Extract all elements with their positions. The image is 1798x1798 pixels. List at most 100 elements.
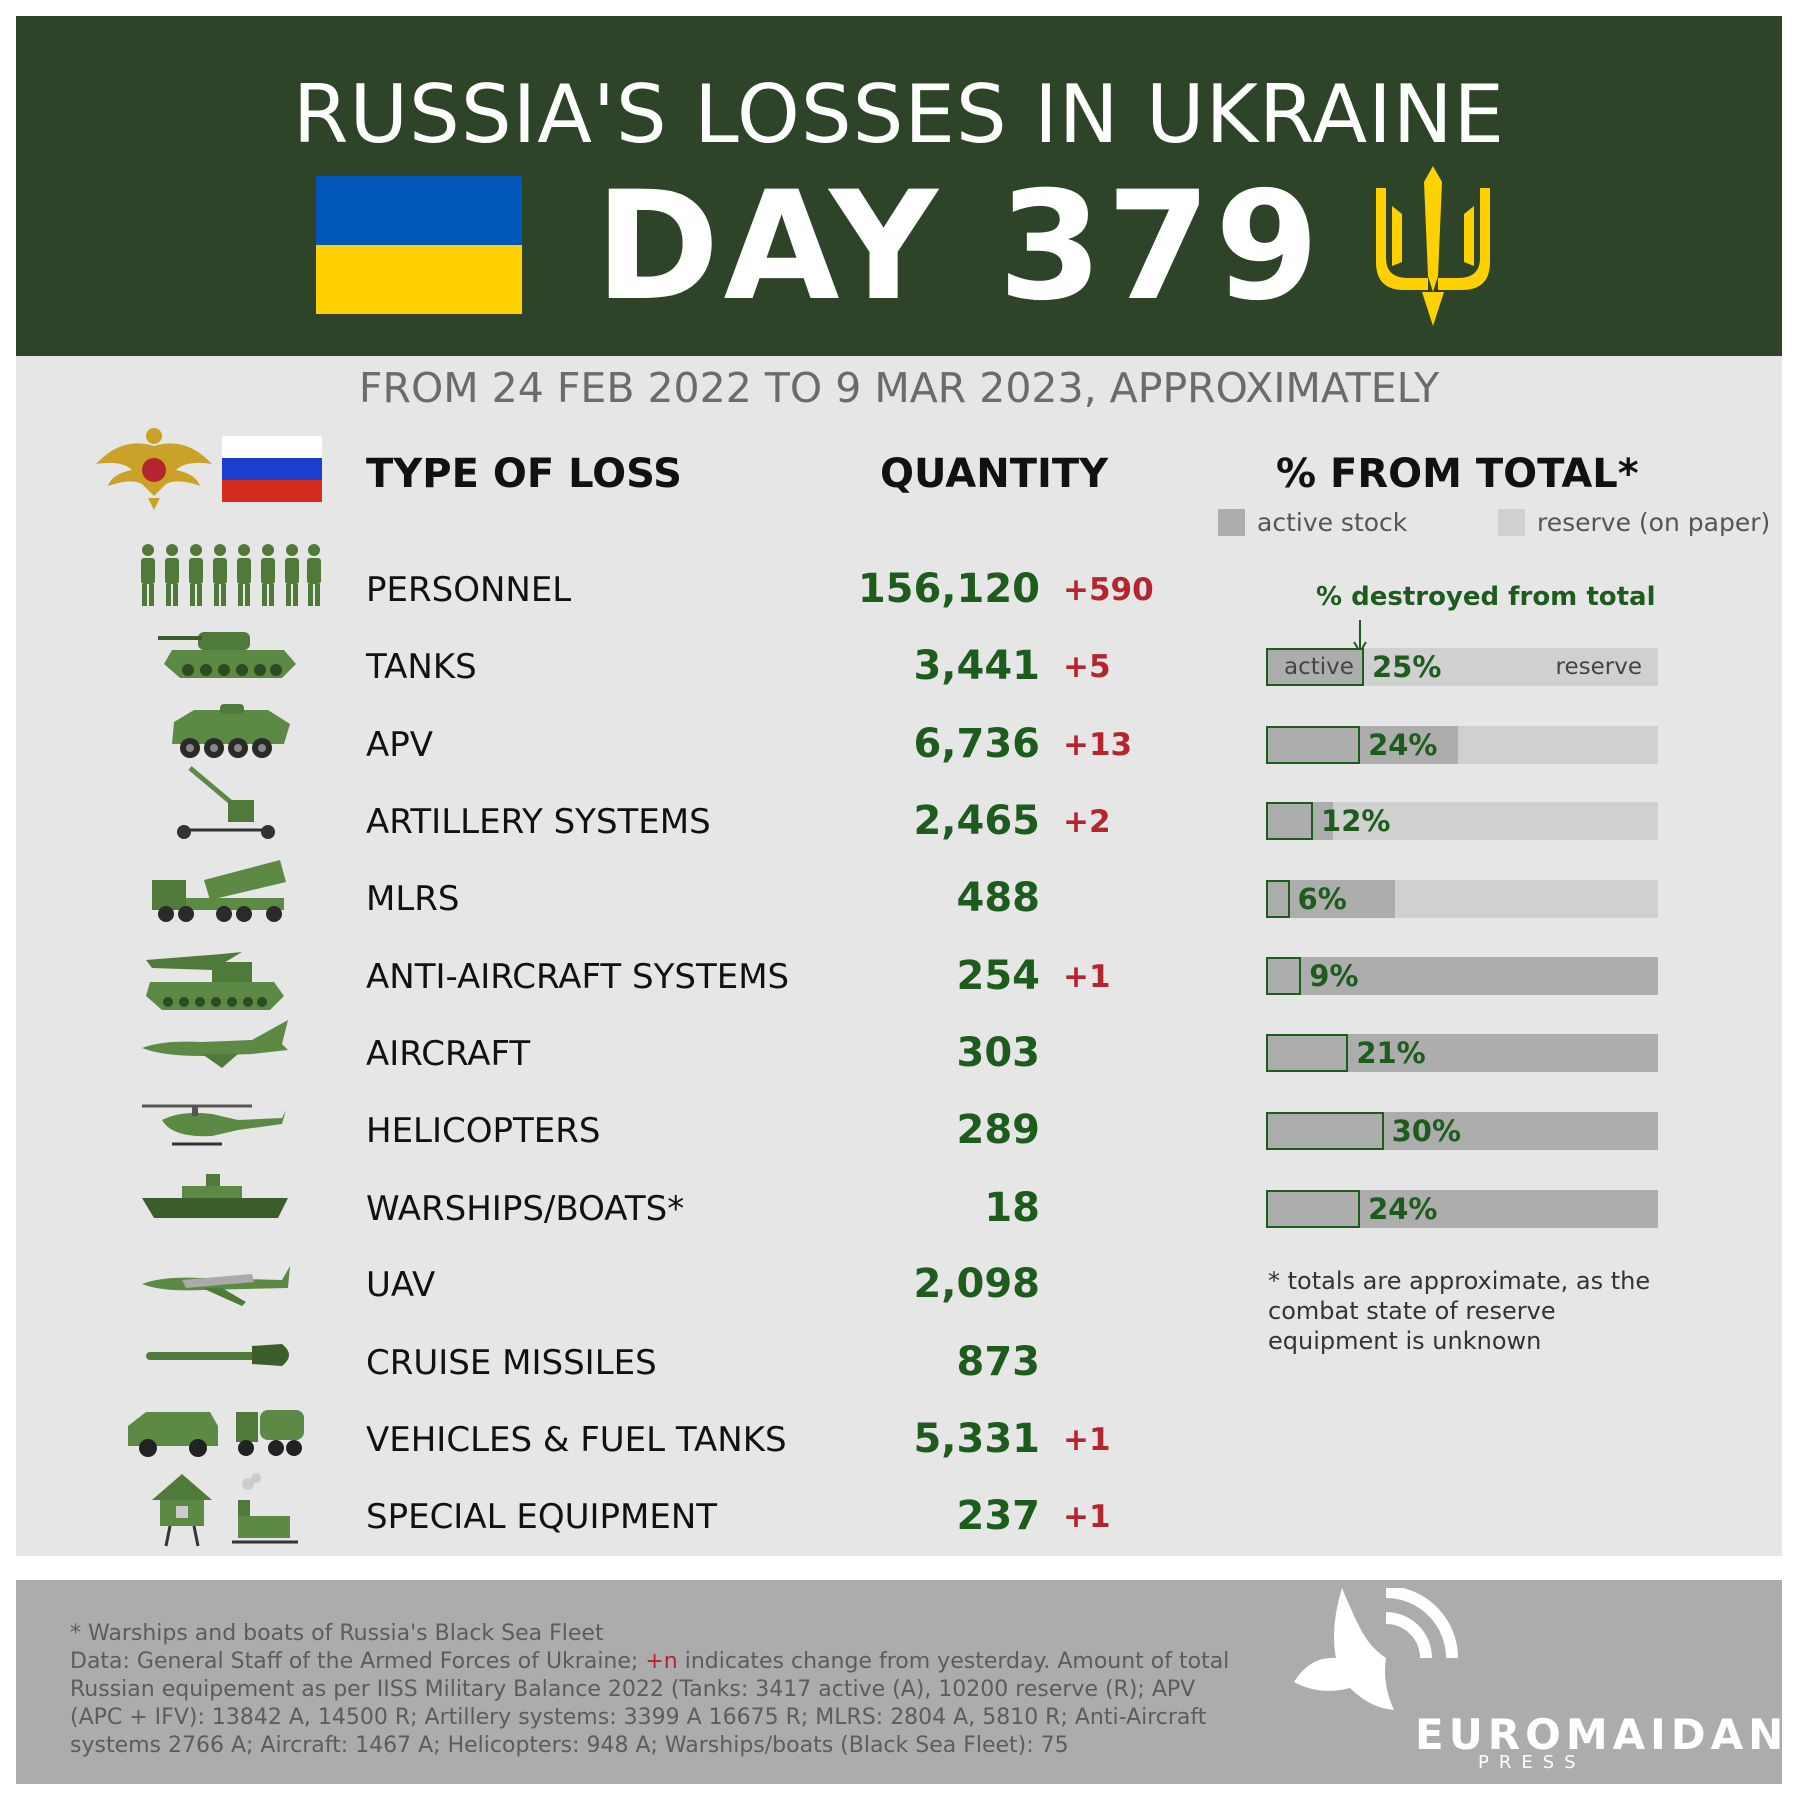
legend-active-swatch	[1218, 509, 1245, 536]
row-quantity-uav: 2,098	[913, 1261, 1040, 1307]
destroyed-bar-segment	[1266, 648, 1364, 686]
row-quantity-vehicles: 5,331	[913, 1416, 1040, 1462]
anti-aircraft-icon	[146, 952, 284, 1010]
aircraft-icon	[142, 1020, 288, 1068]
mlrs-icon	[152, 860, 286, 922]
soldiers-icon	[141, 544, 321, 606]
header-banner	[16, 16, 1782, 356]
row-label-aircraft: AIRCRAFT	[366, 1034, 531, 1074]
destroyed-bar-segment	[1266, 1112, 1384, 1150]
row-label-vehicles: VEHICLES & FUEL TANKS	[366, 1420, 787, 1460]
row-quantity-helicopters: 289	[956, 1107, 1041, 1153]
percent-label: 12%	[1321, 804, 1391, 838]
row-label-apv: APV	[366, 725, 434, 765]
footer-source-text: Data: General Staff of the Armed Forces …	[70, 1649, 646, 1674]
footer-change-marker: +n	[645, 1649, 678, 1674]
row-change-anti-aircraft: +1	[1063, 959, 1111, 995]
percent-bar-helicopters: 30%	[1266, 1112, 1658, 1150]
apc-icon	[172, 704, 290, 758]
ukraine-flag-icon	[316, 176, 522, 314]
row-label-tanks: TANKS	[366, 647, 477, 687]
quantity-column-header: QUANTITY	[880, 451, 1109, 497]
destroyed-bar-segment	[1266, 726, 1361, 764]
logo-wordmark: EUROMAIDAN	[1415, 1710, 1789, 1759]
vehicles-icon	[128, 1410, 304, 1457]
date-range-subtitle: FROM 24 FEB 2022 TO 9 MAR 2023, APPROXIM…	[358, 364, 1440, 412]
warship-icon	[142, 1174, 288, 1218]
percent-label: 9%	[1309, 959, 1359, 993]
footer-notes: * Warships and boats of Russia's Black S…	[70, 1620, 1230, 1760]
footer-source-details: indicates change from yesterday. Amount …	[70, 1649, 1230, 1758]
uav-icon	[142, 1266, 290, 1306]
artillery-icon	[177, 766, 275, 839]
destroyed-bar-segment	[1266, 957, 1302, 995]
destroyed-annotation: % destroyed from total	[1316, 582, 1656, 612]
russian-eagle-emblem-icon	[96, 428, 212, 510]
row-change-personnel: +590	[1063, 572, 1154, 608]
legend-active-label: active stock	[1257, 508, 1408, 537]
row-label-cruise-missiles: CRUISE MISSILES	[366, 1343, 657, 1383]
percent-label: 25%	[1372, 650, 1442, 684]
percent-bar-mlrs: 6%	[1266, 880, 1658, 918]
day-counter: DAY 379	[595, 160, 1324, 334]
bar-reserve-label: reserve	[1555, 654, 1642, 680]
percent-bar-tanks: active reserve 25%	[1266, 648, 1658, 686]
row-quantity-mlrs: 488	[956, 875, 1041, 921]
content-panel	[16, 356, 1782, 1556]
row-quantity-artillery: 2,465	[913, 798, 1040, 844]
percent-label: 6%	[1297, 882, 1347, 916]
row-label-uav: UAV	[366, 1265, 436, 1305]
legend-reserve-label: reserve (on paper)	[1537, 508, 1771, 537]
row-label-artillery: ARTILLERY SYSTEMS	[366, 802, 711, 842]
row-quantity-tanks: 3,441	[913, 643, 1040, 689]
percent-label: 24%	[1368, 728, 1438, 762]
row-label-warships: WARSHIPS/BOATS*	[366, 1189, 685, 1229]
row-quantity-warships: 18	[984, 1185, 1040, 1231]
destroyed-bar-segment	[1266, 802, 1314, 840]
footer-warships-note: * Warships and boats of Russia's Black S…	[70, 1621, 604, 1646]
russian-flag-icon	[222, 436, 322, 502]
page-title: RUSSIA'S LOSSES IN UKRAINE	[292, 68, 1506, 161]
logo-press-text: PRESS	[1478, 1752, 1586, 1773]
row-change-special-equipment: +1	[1063, 1499, 1111, 1535]
row-change-apv: +13	[1063, 727, 1133, 763]
missile-icon	[146, 1344, 289, 1366]
row-quantity-anti-aircraft: 254	[956, 953, 1041, 999]
destroyed-bar-segment	[1266, 1190, 1361, 1228]
row-label-anti-aircraft: ANTI-AIRCRAFT SYSTEMS	[366, 957, 790, 997]
row-change-artillery: +2	[1063, 804, 1111, 840]
bar-active-label: active	[1284, 654, 1354, 680]
legend-reserve-swatch	[1498, 509, 1525, 536]
row-label-special-equipment: SPECIAL EQUIPMENT	[366, 1497, 718, 1537]
active-bar-segment	[1266, 957, 1658, 995]
row-quantity-personnel: 156,120	[857, 566, 1040, 612]
footer-panel	[16, 1580, 1782, 1784]
approximation-note: * totals are approximate, as the combat …	[1268, 1267, 1651, 1355]
row-label-personnel: PERSONNEL	[366, 570, 572, 610]
euromaidan-logo-icon	[1294, 1588, 1458, 1710]
helicopter-icon	[142, 1104, 286, 1146]
tank-icon	[158, 632, 296, 678]
row-quantity-aircraft: 303	[956, 1030, 1041, 1076]
legend-reserve: reserve (on paper)	[1498, 508, 1770, 537]
percent-column-header: % FROM TOTAL*	[1276, 451, 1639, 497]
percent-bar-warships-boats: 24%	[1266, 1190, 1658, 1228]
row-change-tanks: +5	[1063, 649, 1111, 685]
percent-label: 24%	[1368, 1192, 1438, 1226]
legend-active: active stock	[1218, 508, 1407, 537]
percent-bar-aircraft: 21%	[1266, 1034, 1658, 1072]
type-column-header: TYPE OF LOSS	[366, 451, 682, 497]
percent-label: 21%	[1356, 1036, 1426, 1070]
row-quantity-apv: 6,736	[913, 721, 1040, 767]
footer-data-source: Data: General Staff of the Armed Forces …	[70, 1648, 1230, 1760]
percent-bar-anti-aircraft-systems: 9%	[1266, 957, 1658, 995]
row-quantity-cruise-missiles: 873	[956, 1339, 1041, 1385]
row-change-vehicles: +1	[1063, 1422, 1111, 1458]
row-quantity-special-equipment: 237	[956, 1493, 1041, 1539]
trident-icon	[1376, 166, 1490, 326]
special-equipment-icon	[152, 1473, 298, 1547]
row-label-mlrs: MLRS	[366, 879, 460, 919]
percent-bar-apv: 24%	[1266, 726, 1658, 764]
row-label-helicopters: HELICOPTERS	[366, 1111, 601, 1151]
destroyed-bar-segment	[1266, 880, 1290, 918]
